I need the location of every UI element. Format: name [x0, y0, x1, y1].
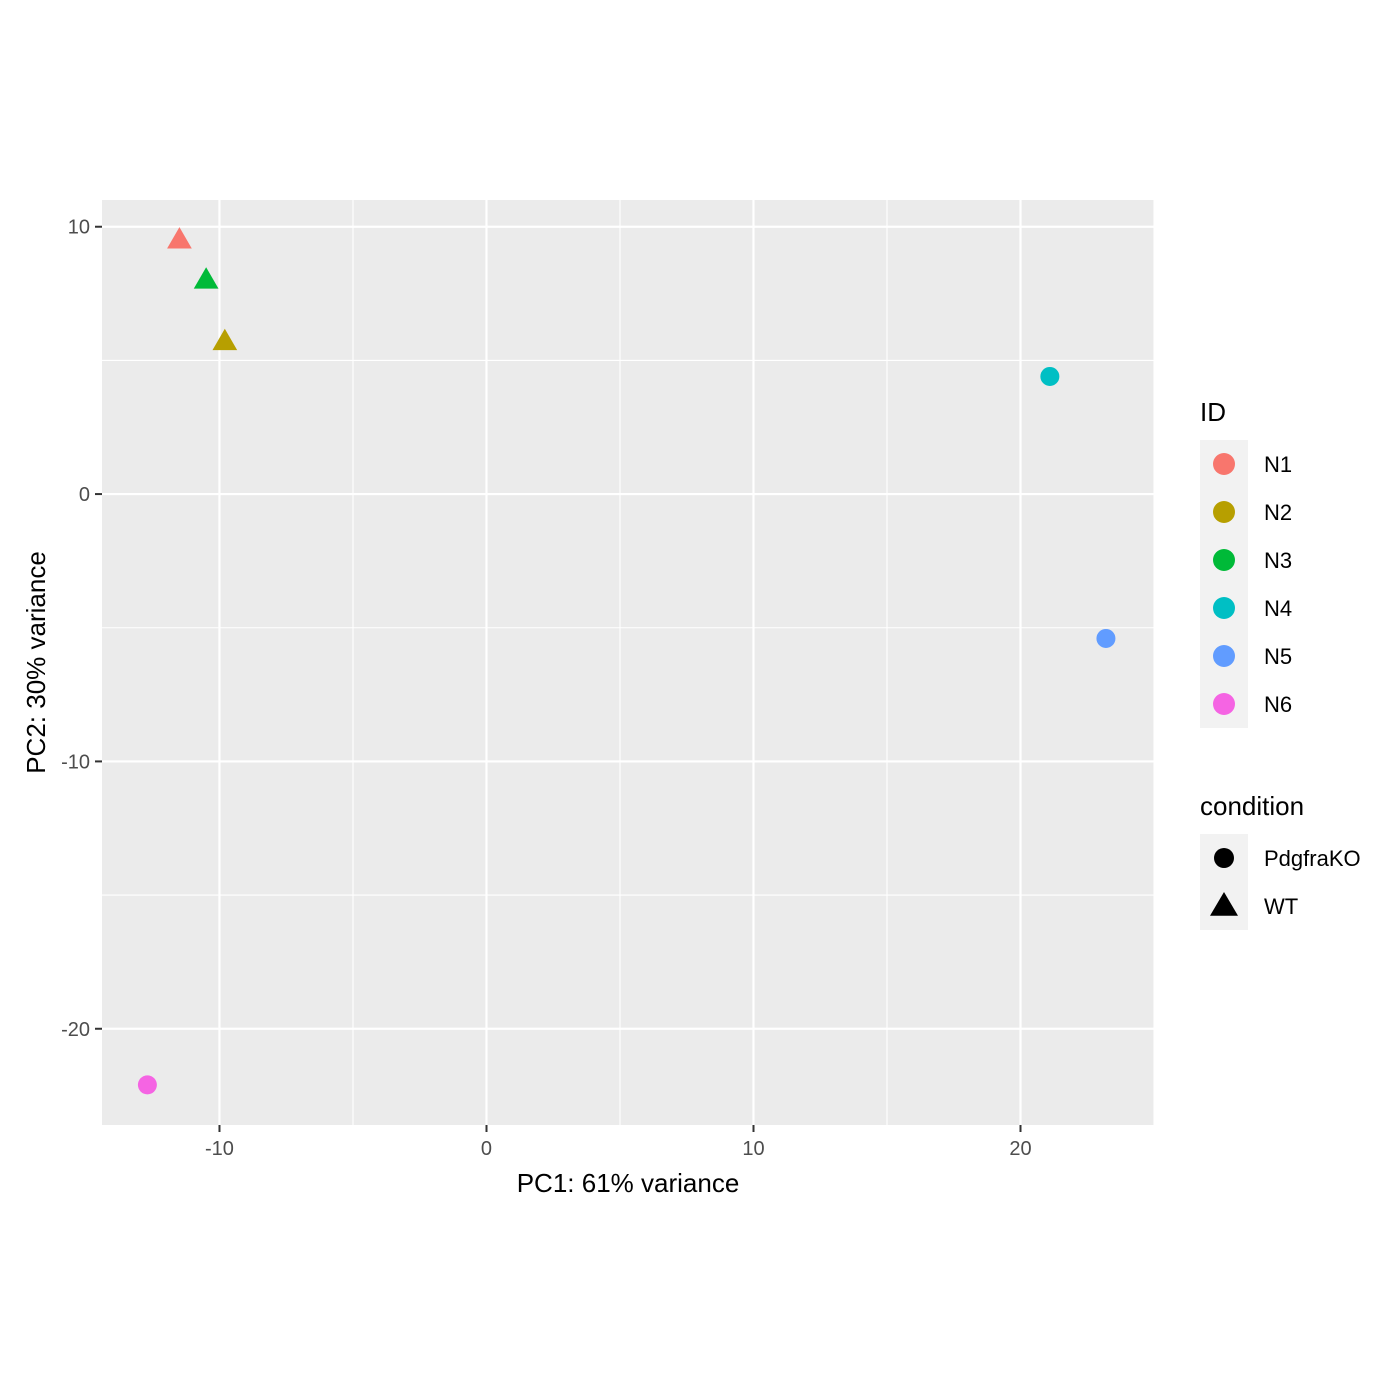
legend-id-label: N4	[1264, 596, 1292, 621]
legend-id-label: N5	[1264, 644, 1292, 669]
legend-id-label: N1	[1264, 452, 1292, 477]
point-n5	[1096, 629, 1115, 648]
legend-id-key-n2	[1213, 501, 1235, 523]
y-tick-label: -20	[61, 1019, 90, 1041]
x-tick-label: 10	[742, 1138, 764, 1160]
legend-id-label: N2	[1264, 500, 1292, 525]
legend-id-key-n1	[1213, 453, 1235, 475]
legend-condition-label: PdgfraKO	[1264, 846, 1361, 871]
legend-id-key-n3	[1213, 549, 1235, 571]
legend-id-key-n4	[1213, 597, 1235, 619]
point-n4	[1040, 367, 1059, 386]
y-tick-label: 0	[79, 484, 90, 506]
x-tick-label: 0	[481, 1138, 492, 1160]
legend-condition-key-circle	[1214, 848, 1234, 868]
x-tick-label: 20	[1009, 1138, 1031, 1160]
legend-id-title: ID	[1200, 397, 1226, 427]
legend-id-label: N6	[1264, 692, 1292, 717]
legend-id-key-n5	[1213, 645, 1235, 667]
x-tick-label: -10	[205, 1138, 234, 1160]
y-tick-label: 10	[68, 217, 90, 239]
legend-condition-label: WT	[1264, 894, 1298, 919]
x-axis-title: PC1: 61% variance	[517, 1168, 740, 1198]
legend-id: ID N1 N2 N3 N4 N5 N6	[1200, 397, 1292, 728]
legend-condition-title: condition	[1200, 791, 1304, 821]
y-axis-title: PC2: 30% variance	[21, 551, 51, 774]
y-tick-label: -10	[61, 751, 90, 773]
legend-id-label: N3	[1264, 548, 1292, 573]
legend-id-key-background	[1200, 440, 1248, 728]
plot-panel	[102, 200, 1154, 1125]
legend-condition: condition PdgfraKO WT	[1200, 791, 1361, 930]
legend-id-key-n6	[1213, 693, 1235, 715]
point-n6	[138, 1075, 157, 1094]
